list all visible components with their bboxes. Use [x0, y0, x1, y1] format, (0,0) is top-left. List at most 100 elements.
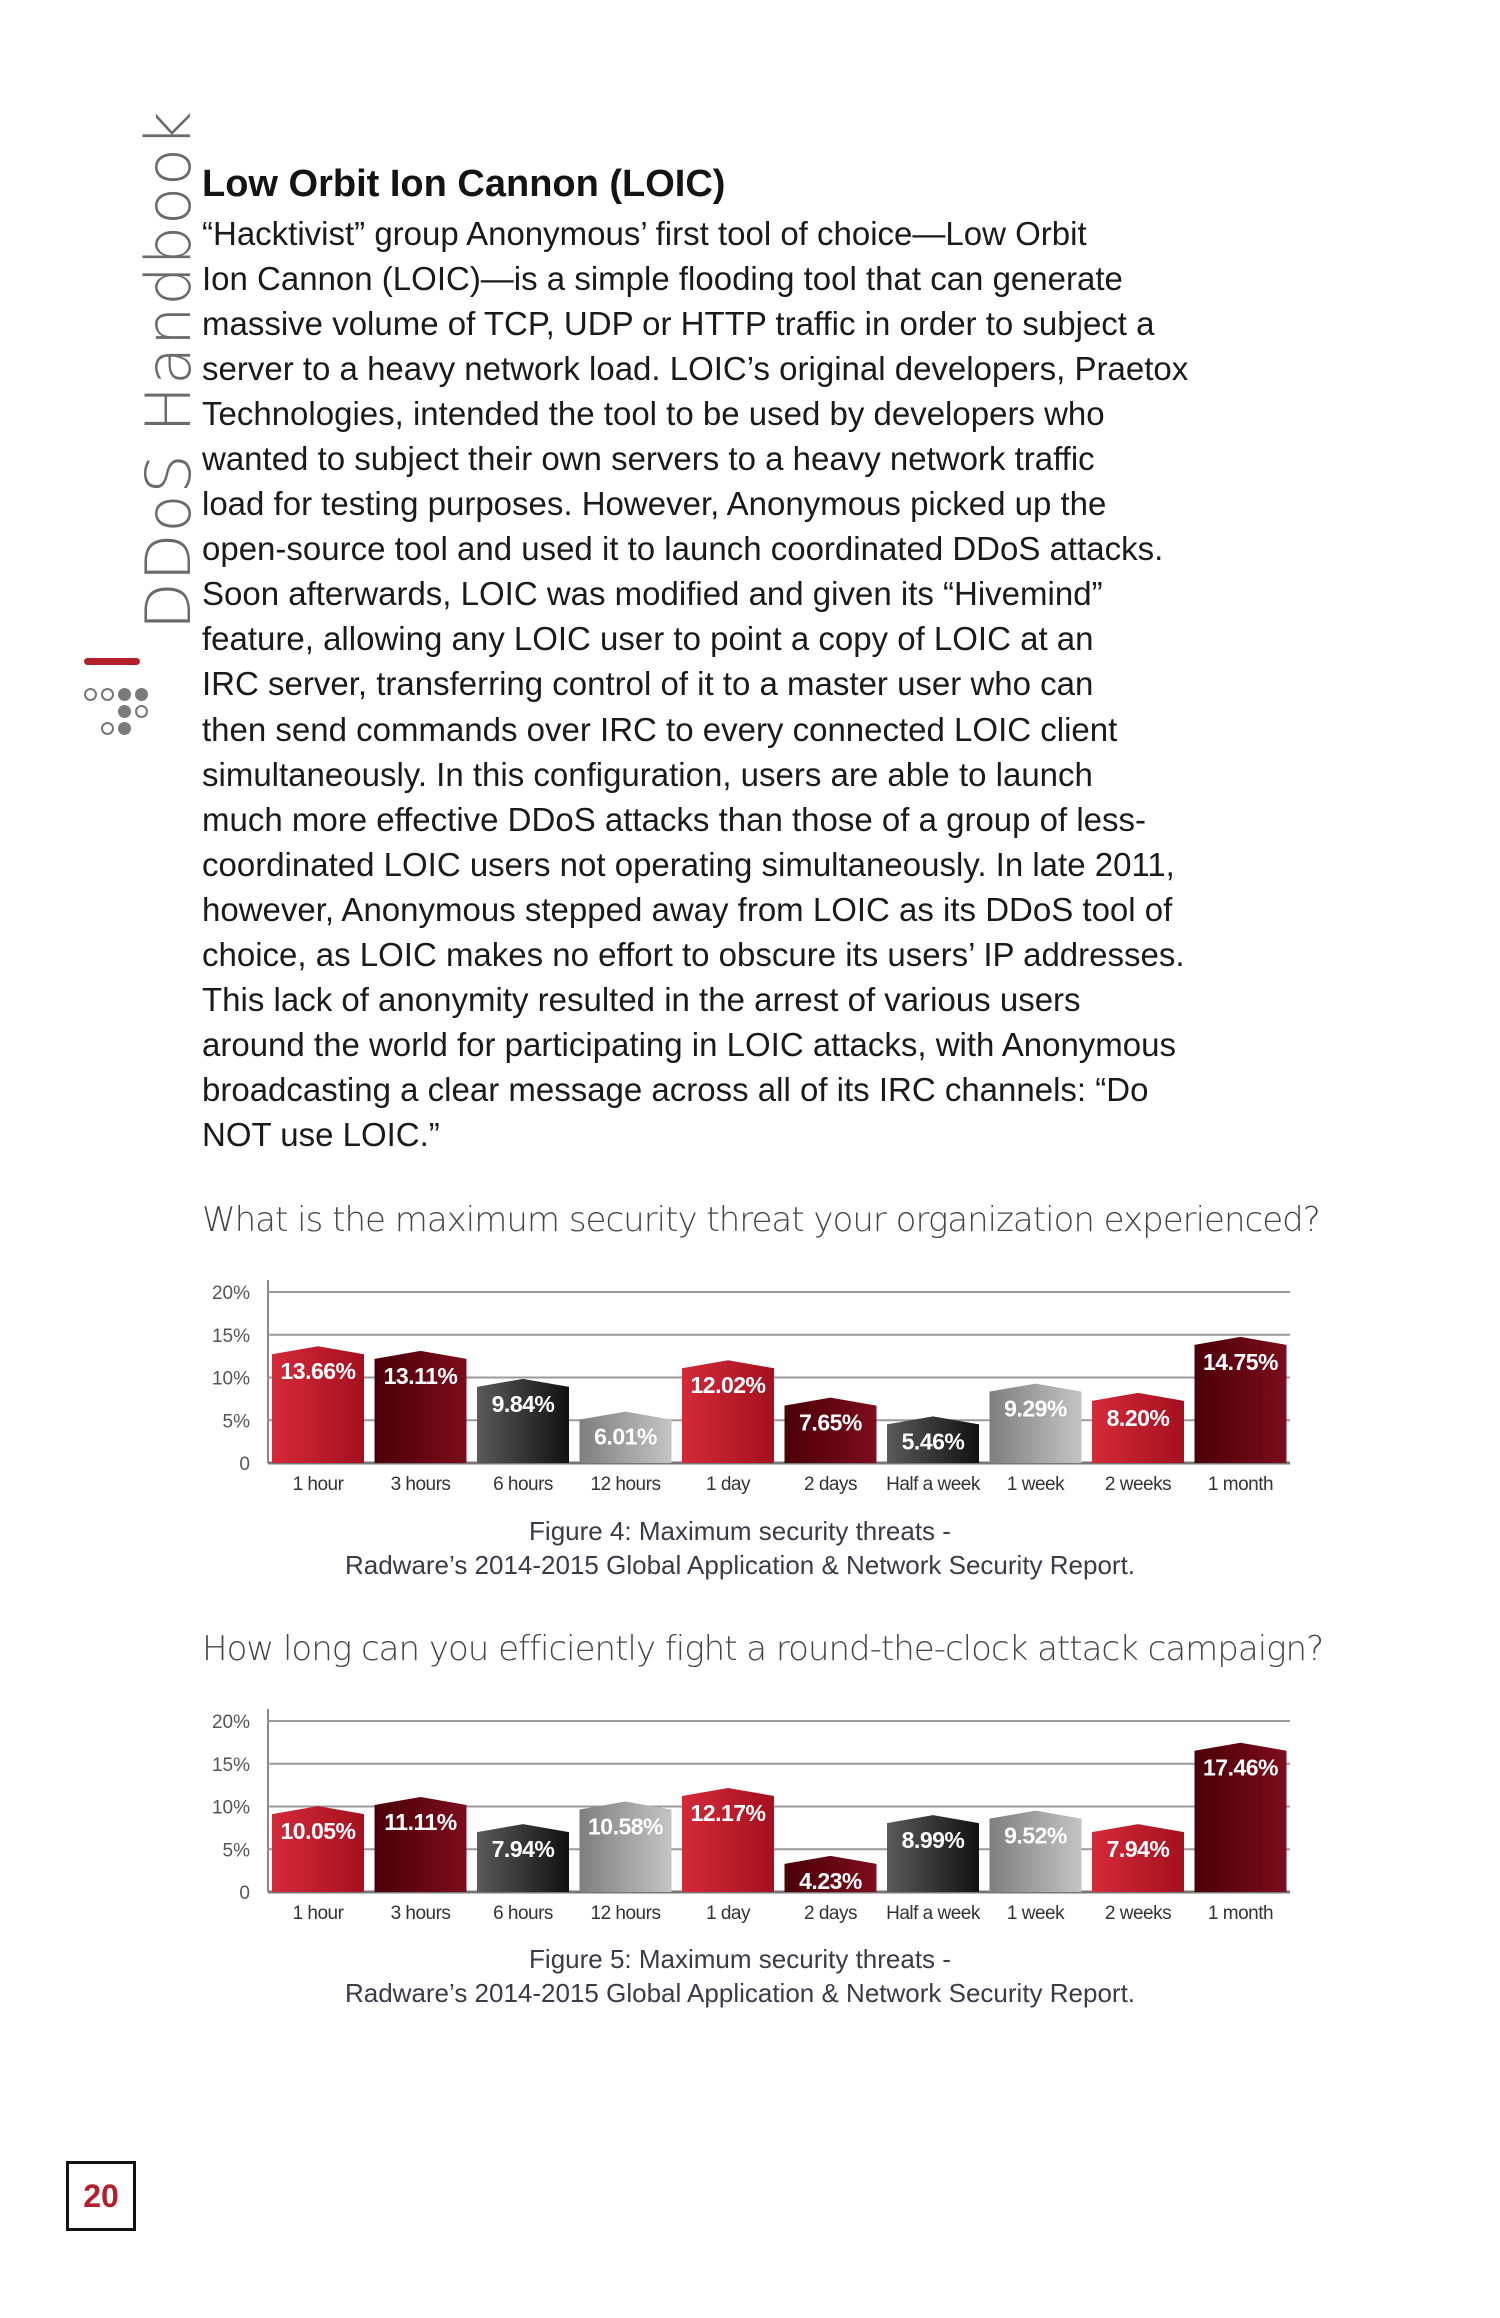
x-tick-label: 1 month: [1208, 1474, 1273, 1495]
x-tick-label: 3 hours: [391, 1903, 451, 1924]
x-tick-label: 12 hours: [591, 1474, 661, 1495]
x-tick-label: 2 days: [804, 1474, 857, 1495]
x-tick-label: 2 weeks: [1105, 1903, 1171, 1924]
bar-value-label: 10.05%: [280, 1818, 355, 1844]
body-line: NOT use LOIC.”: [202, 1115, 440, 1153]
body-line: however, Anonymous stepped away from LOI…: [202, 890, 1173, 928]
bar-value-label: 5.46%: [902, 1428, 965, 1454]
y-tick-label: 20%: [212, 1283, 250, 1304]
chart-2-title: How long can you efficiently fight a rou…: [202, 1629, 1324, 1669]
bar: [1194, 1336, 1287, 1463]
caption-line: Figure 5: Maximum security threats -: [529, 1944, 951, 1974]
bar: [989, 1810, 1082, 1892]
bar-value-label: 9.29%: [1004, 1396, 1067, 1422]
bar: [784, 1397, 877, 1463]
x-tick-label: 1 hour: [293, 1474, 345, 1495]
body-line: Technologies, intended the tool to be us…: [202, 395, 1105, 433]
bar: [989, 1383, 1082, 1463]
y-tick-label: 15%: [212, 1755, 250, 1776]
chart-1-title: What is the maximum security threat your…: [202, 1200, 1321, 1240]
bar: [1194, 1742, 1287, 1892]
bar-value-label: 11.11%: [384, 1809, 457, 1835]
chart-1: 0 5% 10% 15% 20% 13.66% 1 hour 13.11% 3 hours 9.8…: [212, 1280, 1290, 1495]
body-line: Soon afterwards, LOIC was modified and g…: [202, 575, 1103, 613]
x-tick-label: 3 hours: [391, 1474, 451, 1495]
x-tick-label: 2 days: [804, 1903, 857, 1924]
bar-value-label: 12.02%: [690, 1372, 765, 1398]
bar: [784, 1855, 877, 1892]
bar-value-label: 6.01%: [594, 1424, 657, 1450]
body-line: load for testing purposes. However, Anon…: [202, 485, 1107, 523]
bar: [1092, 1824, 1184, 1892]
x-tick-label: 1 day: [706, 1903, 751, 1924]
x-tick-label: 1 week: [1007, 1474, 1065, 1495]
bar-value-label: 13.11%: [384, 1363, 458, 1389]
bar: [682, 1787, 774, 1892]
bar: [272, 1806, 364, 1892]
y-tick-label: 0: [239, 1883, 250, 1904]
bar: [272, 1346, 364, 1463]
x-tick-label: 1 hour: [293, 1903, 345, 1924]
y-tick-label: 5%: [223, 1840, 251, 1861]
body-line: around the world for participating in LO…: [202, 1025, 1176, 1063]
y-tick-label: 10%: [212, 1369, 250, 1390]
x-tick-label: 12 hours: [591, 1903, 661, 1924]
bar: [374, 1797, 467, 1892]
bar: [1092, 1392, 1184, 1463]
body-line: wanted to subject their own servers to a…: [202, 440, 1095, 478]
caption-line: Radware’s 2014-2015 Global Application &…: [344, 1550, 1136, 1580]
caption-line: Radware’s 2014-2015 Global Application &…: [344, 1978, 1136, 2008]
body-line: Ion Cannon (LOIC)—is a simple flooding t…: [202, 260, 1123, 298]
bar-value-label: 8.20%: [1107, 1405, 1170, 1431]
bar: [477, 1378, 569, 1463]
x-tick-label: 6 hours: [493, 1474, 553, 1495]
chart-1-caption: Figure 4: Maximum security threats - Rad…: [0, 1514, 1480, 1582]
bar-value-label: 9.52%: [1004, 1823, 1067, 1849]
bar-value-label: 7.94%: [492, 1836, 555, 1862]
bar: [887, 1815, 979, 1892]
x-tick-label: 1 week: [1007, 1903, 1065, 1924]
accent-bar: [84, 658, 140, 665]
body-line: feature, allowing any LOIC user to point…: [202, 620, 1094, 658]
body-line: broadcasting a clear message across all …: [202, 1070, 1149, 1108]
body-line: simultaneously. In this configuration, u…: [202, 755, 1093, 793]
body-line: much more effective DDoS attacks than th…: [202, 800, 1147, 838]
caption-line: Figure 4: Maximum security threats -: [529, 1516, 951, 1546]
y-tick-label: 20%: [212, 1712, 250, 1733]
body-line: server to a heavy network load. LOIC’s o…: [202, 350, 1189, 388]
bar-value-label: 14.75%: [1203, 1349, 1278, 1375]
bar-value-label: 7.94%: [1107, 1836, 1170, 1862]
x-tick-label: 1 day: [706, 1474, 751, 1495]
bar-value-label: 8.99%: [902, 1827, 965, 1853]
bar-value-label: 10.58%: [588, 1814, 663, 1840]
x-tick-label: Half a week: [886, 1903, 981, 1924]
body-line: open-source tool and used it to launch c…: [202, 530, 1164, 568]
x-tick-label: 6 hours: [493, 1903, 553, 1924]
y-tick-label: 0: [239, 1454, 250, 1475]
bar-value-label: 7.65%: [799, 1410, 862, 1436]
body-line: “Hacktivist” group Anonymous’ first tool…: [202, 215, 1087, 252]
y-tick-label: 5%: [223, 1411, 251, 1432]
body-line: then send commands over IRC to every con…: [202, 710, 1118, 748]
bar-value-label: 4.23%: [799, 1868, 862, 1894]
body-line: This lack of anonymity resulted in the a…: [202, 980, 1081, 1018]
bar: [579, 1801, 672, 1892]
section-heading: Low Orbit Ion Cannon (LOIC): [202, 163, 726, 205]
body-line: choice, as LOIC makes no effort to obscu…: [202, 935, 1185, 973]
chart-2-caption: Figure 5: Maximum security threats - Rad…: [0, 1942, 1480, 2010]
body-line: massive volume of TCP, UDP or HTTP traff…: [202, 305, 1155, 343]
body-line: IRC server, transferring control of it t…: [202, 665, 1094, 703]
bar-value-label: 9.84%: [492, 1391, 555, 1417]
x-tick-label: Half a week: [886, 1474, 981, 1495]
body-line: coordinated LOIC users not operating sim…: [202, 845, 1175, 883]
article-body: “Hacktivist” group Anonymous’ first tool…: [202, 211, 1188, 1157]
x-tick-label: 2 weeks: [1105, 1474, 1171, 1495]
y-tick-label: 15%: [212, 1326, 250, 1347]
page-number: 20: [66, 2161, 136, 2231]
bar-value-label: 12.17%: [690, 1800, 765, 1826]
bar: [682, 1360, 774, 1463]
bar: [579, 1411, 672, 1463]
x-tick-label: 1 month: [1208, 1903, 1273, 1924]
bar: [374, 1350, 467, 1463]
handbook-side-title: DDoS Handbook: [132, 110, 205, 630]
